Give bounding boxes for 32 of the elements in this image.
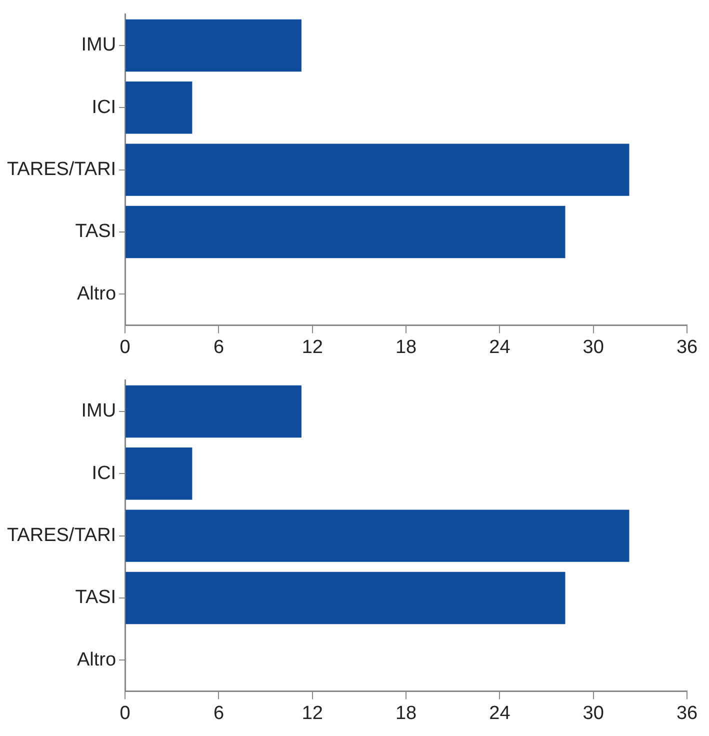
bar <box>126 510 630 562</box>
x-tick-label: 24 <box>489 702 511 724</box>
y-tick-label: Altro <box>77 283 116 304</box>
x-tick-label: 24 <box>489 336 511 358</box>
bar <box>126 206 566 258</box>
bar <box>126 448 192 500</box>
x-tick-label: 12 <box>302 336 323 358</box>
y-tick-label: IMU <box>81 400 116 422</box>
bar <box>126 82 192 134</box>
x-tick-label: 18 <box>395 702 417 724</box>
y-tick-label: TASI <box>75 587 116 608</box>
y-tick-label: TARES/TARI <box>6 525 116 546</box>
y-tick-label: ICI <box>92 96 116 118</box>
y-tick-label: TARES/TARI <box>6 159 116 180</box>
x-tick-label: 30 <box>582 336 604 358</box>
bar <box>126 385 302 438</box>
x-tick-label: 36 <box>676 702 698 724</box>
x-tick-label: 30 <box>582 702 604 724</box>
y-tick-label: Altro <box>77 649 116 670</box>
x-tick-label: 18 <box>395 336 417 358</box>
x-tick-label: 6 <box>213 702 224 724</box>
bar <box>126 19 302 72</box>
bar <box>126 572 566 624</box>
x-tick-label: 0 <box>120 702 130 724</box>
y-tick-label: IMU <box>81 34 116 56</box>
y-tick-label: TASI <box>75 221 116 242</box>
x-tick-label: 6 <box>213 336 224 358</box>
y-tick-label: ICI <box>92 462 116 484</box>
bar <box>126 144 630 196</box>
x-tick-label: 12 <box>302 702 323 724</box>
x-tick-label: 0 <box>120 336 130 358</box>
x-tick-label: 36 <box>676 336 698 358</box>
